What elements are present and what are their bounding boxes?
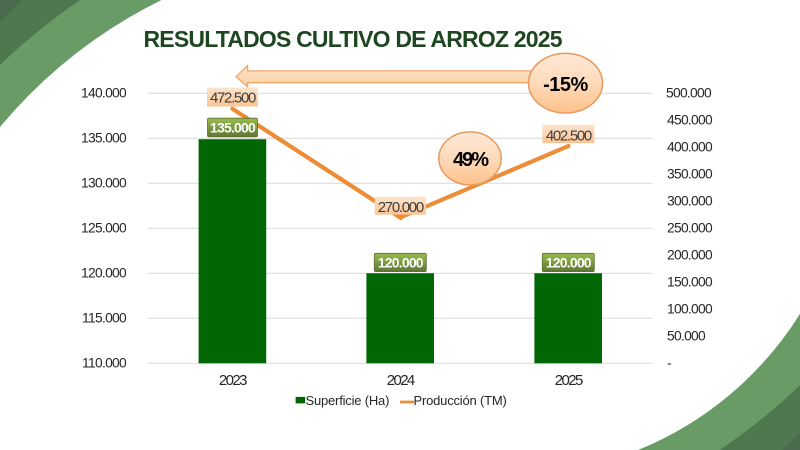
svg-text:270.000: 270.000 <box>378 199 424 216</box>
svg-text:140.000: 140.000 <box>81 86 127 101</box>
svg-text:110.000: 110.000 <box>82 356 127 371</box>
svg-text:2024: 2024 <box>387 372 415 389</box>
svg-text:Producción (TM): Producción (TM) <box>414 393 507 408</box>
svg-text:-: - <box>667 356 671 371</box>
svg-text:150.000: 150.000 <box>667 275 713 290</box>
svg-text:120.000: 120.000 <box>81 266 127 281</box>
svg-text:472.500: 472.500 <box>210 90 256 107</box>
svg-text:350.000: 350.000 <box>667 167 713 182</box>
svg-text:400.000: 400.000 <box>667 140 713 155</box>
svg-text:250.000: 250.000 <box>667 221 713 236</box>
svg-text:135.000: 135.000 <box>81 131 127 146</box>
svg-text:135.000: 135.000 <box>210 119 256 135</box>
svg-text:50.000: 50.000 <box>667 329 706 344</box>
svg-text:125.000: 125.000 <box>81 221 127 236</box>
svg-text:2025: 2025 <box>555 372 583 389</box>
svg-text:Superficie (Ha): Superficie (Ha) <box>306 393 390 408</box>
svg-text:2023: 2023 <box>219 372 247 389</box>
svg-text:-15%: -15% <box>543 74 588 96</box>
svg-text:200.000: 200.000 <box>667 248 713 263</box>
svg-text:450.000: 450.000 <box>667 113 713 128</box>
svg-text:500.000: 500.000 <box>666 86 712 101</box>
svg-text:402.500: 402.500 <box>546 128 592 145</box>
svg-text:RESULTADOS CULTIVO DE ARROZ 20: RESULTADOS CULTIVO DE ARROZ 2025 <box>144 26 563 52</box>
svg-text:100.000: 100.000 <box>667 302 713 317</box>
svg-text:130.000: 130.000 <box>81 176 127 191</box>
svg-text:115.000: 115.000 <box>82 311 127 326</box>
svg-text:120.000: 120.000 <box>378 254 424 270</box>
svg-text:120.000: 120.000 <box>546 254 592 270</box>
svg-text:49%: 49% <box>453 149 489 171</box>
svg-text:300.000: 300.000 <box>667 194 713 209</box>
